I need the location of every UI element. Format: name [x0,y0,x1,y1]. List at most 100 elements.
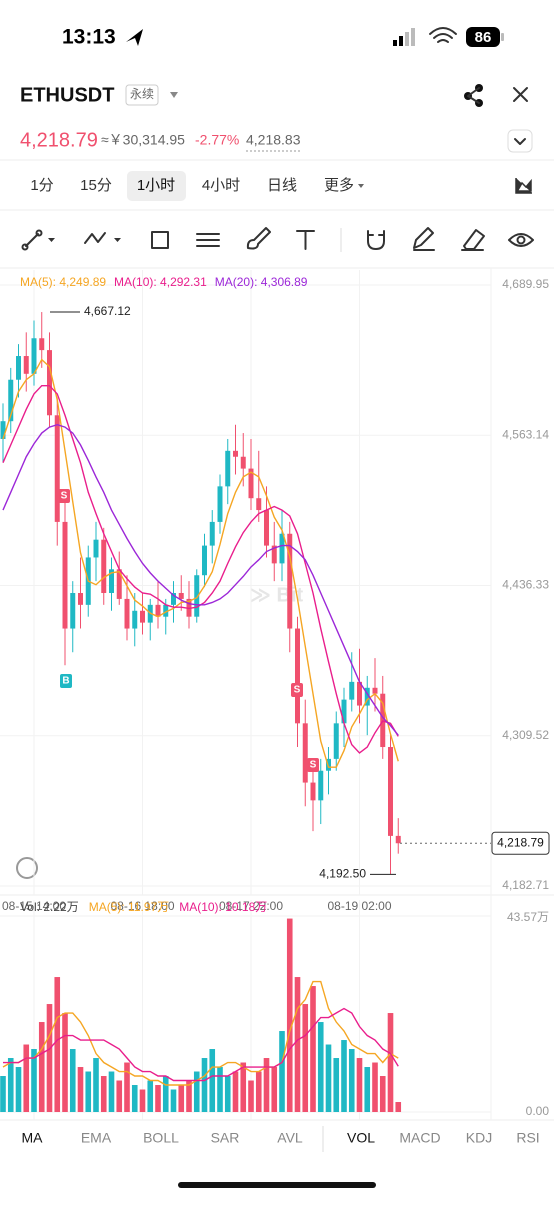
candle-body [217,486,223,522]
candle-body [225,450,231,487]
volume-bar [232,1071,239,1112]
chart-style-icon[interactable] [515,178,532,194]
candle-body [310,782,316,801]
contract-tag [125,84,159,106]
trade-signal-label: B [62,676,69,687]
x-tick-label: 08-15 14:00 [2,899,66,913]
trade-signal [58,489,70,503]
y-tick-label: 0.00 [526,1104,550,1118]
interval-tab[interactable]: 1小时 [137,177,175,194]
candle-body [248,468,254,499]
trade-signal [291,683,303,697]
candle-body [388,747,393,836]
trade-signal [307,758,319,772]
volume-bar [387,1013,394,1112]
volume-bar [31,1049,37,1112]
last-price-box [491,831,550,855]
volume-bar [372,1062,378,1112]
indicator-tab[interactable]: AVL [277,1130,303,1146]
y-tick-label: 43.57万 [507,910,549,924]
volume-bar [93,1058,99,1112]
candle-body [171,593,176,605]
interval-tab[interactable]: 更多 [324,177,354,194]
fib-tool[interactable] [196,233,220,247]
indicator-tab[interactable]: SAR [211,1130,240,1146]
candle-body [287,533,293,629]
interval-tab[interactable]: 日线 [267,177,297,194]
candle-body [279,533,285,564]
volume-bar [0,1076,6,1112]
visibility-tool[interactable] [508,233,534,247]
volume-bar [77,1067,84,1112]
indicator-tab[interactable]: KDJ [466,1130,492,1146]
indicator-tab[interactable]: RSI [516,1130,539,1146]
candle-body [264,510,269,546]
expand-button[interactable] [507,129,533,153]
interval-tab[interactable]: 1分 [30,177,53,194]
volume-bar [263,1058,270,1112]
wifi-icon [429,27,457,43]
volume-bar [209,1049,216,1112]
indicator-tab[interactable]: BOLL [143,1130,179,1146]
interval-tab[interactable]: 15分 [80,177,112,194]
location-icon [126,29,143,46]
candle-body [202,545,207,576]
candle-body [23,356,29,374]
share-button[interactable] [464,84,483,107]
candle-body [31,338,37,374]
volume-bar [201,1058,208,1112]
volume-bar [379,1076,386,1112]
wave-tool[interactable] [84,232,106,244]
contract-type[interactable]: 永续 [130,87,154,101]
candle-body [349,681,355,700]
volume-bar [62,1013,68,1112]
toolbar [21,227,534,252]
volume-bar [139,1089,146,1112]
candle-body [395,835,401,844]
volume-bar [186,1080,192,1112]
dropdown-arrow[interactable] [170,92,178,98]
indicator-tab[interactable]: MACD [399,1130,440,1146]
reset-view-button[interactable] [16,857,38,879]
indicator-tab[interactable]: VOL [347,1130,375,1146]
volume-bar [131,1085,138,1112]
indicator-tab[interactable]: EMA [81,1130,112,1146]
candle-body [78,593,83,605]
ma-line [2,424,399,736]
volume-bar [217,1067,223,1112]
low-label: 4,192.50 [319,867,366,881]
candle-body [333,723,339,759]
text-tool[interactable] [296,230,315,250]
candle-body [372,687,378,694]
candle-body [8,379,14,422]
candle-body [295,628,300,724]
eraser-tool[interactable] [461,229,485,251]
volume-bar [317,1022,324,1112]
close-button[interactable] [513,87,528,102]
legend-entry: MA(10): 4,292.31 [114,275,207,289]
mark-price: 4,218.83 [246,132,301,148]
volume-ma-line [3,1007,399,1082]
volume-bar [100,1076,107,1112]
volume-bar [294,977,301,1112]
candle-body [109,569,114,593]
candle-body [209,521,215,546]
ma-line [2,384,399,754]
candle-body [54,415,60,522]
candle-body [62,521,68,629]
y-tick-label: 4,689.95 [502,277,549,291]
volume-bar [240,1062,247,1112]
line-tool[interactable] [25,233,39,247]
y-tick-label: 4,436.33 [502,578,549,592]
candle-body [93,539,99,558]
shape-tool[interactable] [151,231,169,249]
candle-body [357,681,362,706]
indicator-tab[interactable]: MA [22,1130,44,1146]
pencil-tool[interactable] [413,227,435,251]
trade-signal-label: S [294,685,301,696]
brush-tool[interactable] [246,227,271,250]
interval-tab[interactable]: 4小时 [202,177,240,194]
magnet-tool[interactable] [367,230,385,250]
legend-entry: MA(5): 4,249.89 [20,275,106,289]
